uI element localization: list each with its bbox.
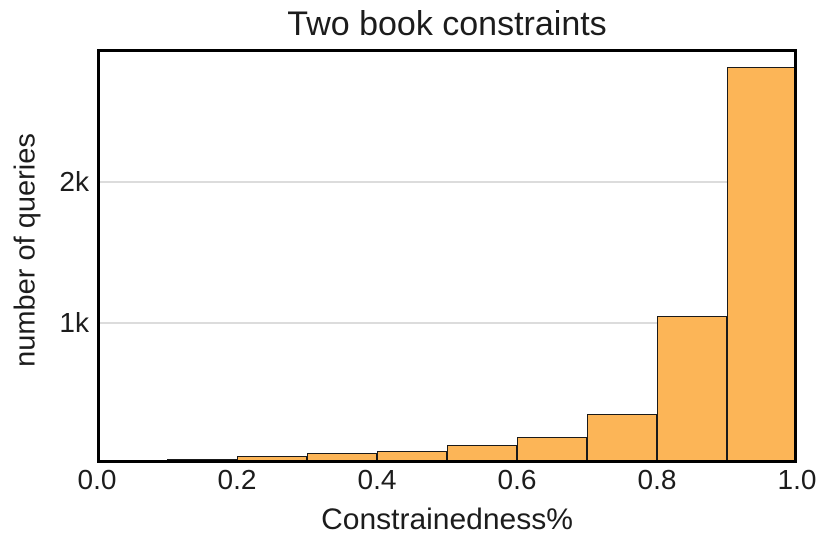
xtick-label-0.6: 0.6 [497,464,537,495]
histogram-bar-0.4-0.5 [377,450,447,463]
histogram-bar-0.2-0.3 [237,456,307,463]
histogram-bar-0.7-0.8 [587,413,657,463]
gridline-1k [97,321,797,324]
xtick-label-0.2: 0.2 [217,464,257,495]
histogram-bar-0.0-0.1 [97,461,167,463]
ytick-label-1k: 1k [59,306,89,338]
gridline-2k [97,181,797,184]
ytick-label-2k: 2k [59,166,89,198]
xtick-label-0.4: 0.4 [357,464,397,495]
xtick-label-1.0: 1.0 [777,464,817,495]
plot-area [97,49,797,463]
xtick-label-0.0: 0.0 [77,464,117,495]
histogram-bar-0.8-0.9 [657,316,727,463]
histogram-bar-0.1-0.2 [167,458,237,463]
histogram-bar-0.3-0.4 [307,453,377,463]
chart-title: Two book constraints [287,5,607,43]
histogram-bar-0.5-0.6 [447,445,517,463]
histogram-bar-0.6-0.7 [517,436,587,463]
histogram-bar-0.9-1.0 [727,67,797,463]
x-axis-label: Constrainedness% [321,503,573,536]
xtick-label-0.8: 0.8 [637,464,677,495]
